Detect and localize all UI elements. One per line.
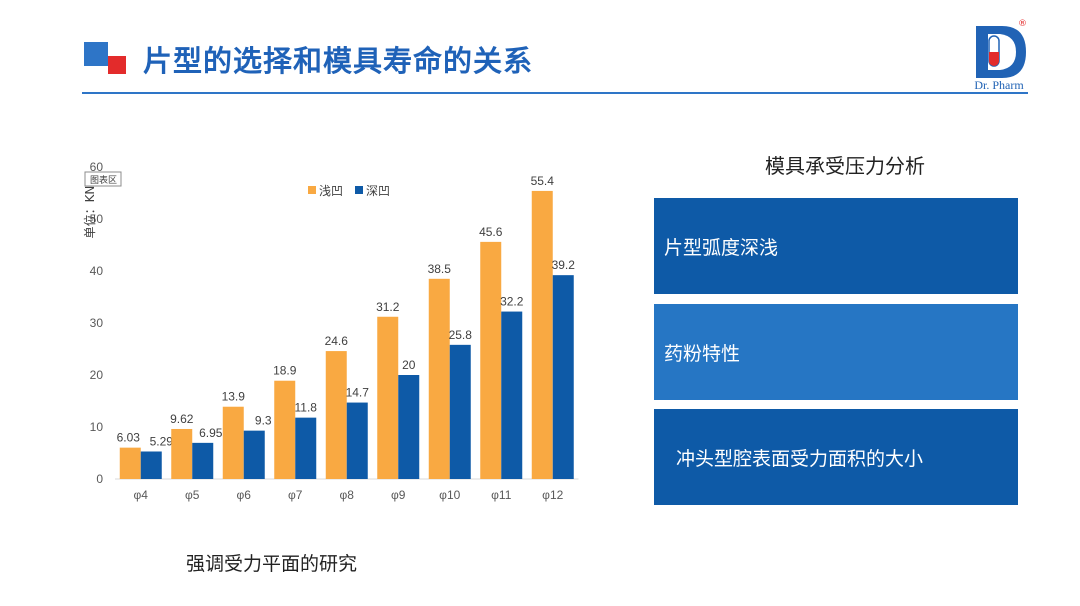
- chart-area-tag: 图表区: [90, 174, 117, 186]
- decor-square-blue: [84, 42, 108, 66]
- data-label: 6.95: [199, 426, 223, 440]
- data-label: 5.29: [150, 434, 174, 448]
- y-tick-label: 60: [90, 160, 104, 174]
- data-label: 38.5: [428, 262, 452, 276]
- x-tick-label: φ5: [185, 488, 200, 502]
- registered-mark: ®: [1018, 19, 1027, 29]
- x-tick-label: φ4: [134, 488, 149, 502]
- data-label: 31.2: [376, 300, 400, 314]
- x-tick-label: φ8: [340, 488, 355, 502]
- data-label: 9.62: [170, 412, 194, 426]
- legend-swatch: [355, 186, 363, 194]
- factor-box-area: 冲头型腔表面受力面积的大小: [654, 409, 1018, 505]
- x-tick-label: φ12: [542, 488, 563, 502]
- y-tick-label: 20: [90, 368, 104, 382]
- y-tick-label: 10: [90, 420, 104, 434]
- bar-shallow: [274, 380, 296, 479]
- legend-label: 浅凹: [319, 184, 343, 198]
- factor-box-powder: 药粉特性: [654, 304, 1018, 400]
- bar-deep: [501, 311, 523, 479]
- data-label: 9.3: [255, 414, 272, 428]
- factor-box-curvature: 片型弧度深浅: [654, 198, 1018, 294]
- bar-deep: [346, 402, 368, 479]
- chart-area-tag-box: [84, 171, 122, 187]
- legend-swatch: [308, 186, 316, 194]
- dr-pharm-logo-icon: [976, 26, 1026, 78]
- x-tick-label: φ7: [288, 488, 303, 502]
- y-tick-label: 40: [90, 264, 104, 278]
- y-tick-label: 30: [90, 316, 104, 330]
- bar-shallow: [325, 351, 347, 479]
- title-underline: [82, 92, 1028, 94]
- data-label: 39.2: [552, 258, 576, 272]
- bar-deep: [295, 417, 317, 479]
- bar-deep: [398, 375, 420, 479]
- bar-shallow: [171, 428, 193, 479]
- legend-label: 深凹: [366, 184, 390, 198]
- bar-shallow: [119, 447, 141, 479]
- data-label: 6.03: [117, 431, 141, 445]
- data-label: 32.2: [500, 295, 524, 309]
- bar-deep: [449, 344, 471, 479]
- x-tick-label: φ6: [237, 488, 252, 502]
- y-tick-label: 0: [96, 472, 103, 486]
- page-title: 片型的选择和模具寿命的关系: [143, 44, 534, 78]
- chart-caption: 强调受力平面的研究: [186, 553, 358, 575]
- data-label: 13.9: [222, 390, 246, 404]
- bar-shallow: [377, 316, 399, 479]
- bar-shallow: [428, 278, 450, 479]
- bar-deep: [243, 430, 265, 479]
- bar-deep: [192, 442, 214, 479]
- y-tick-label: 50: [90, 212, 104, 226]
- decor-square-red: [108, 56, 126, 74]
- data-label: 14.7: [346, 386, 370, 400]
- data-label: 24.6: [325, 334, 349, 348]
- data-label: 25.8: [449, 328, 473, 342]
- x-tick-label: φ9: [391, 488, 406, 502]
- bar-shallow: [222, 406, 244, 479]
- data-label: 11.8: [295, 401, 318, 415]
- x-tick-label: φ11: [491, 488, 512, 502]
- analysis-title: 模具承受压力分析: [765, 154, 925, 178]
- data-label: 20: [402, 358, 416, 372]
- bar-shallow: [480, 241, 502, 479]
- bar-deep: [552, 275, 574, 479]
- data-label: 55.4: [531, 174, 555, 188]
- data-label: 45.6: [479, 225, 503, 239]
- logo-text: Dr. Pharm: [974, 78, 1024, 92]
- bar-deep: [140, 451, 162, 479]
- y-axis-label: 单位：KN: [82, 186, 97, 239]
- bar-shallow: [531, 190, 553, 480]
- x-tick-label: φ10: [439, 488, 460, 502]
- data-label: 18.9: [273, 364, 297, 378]
